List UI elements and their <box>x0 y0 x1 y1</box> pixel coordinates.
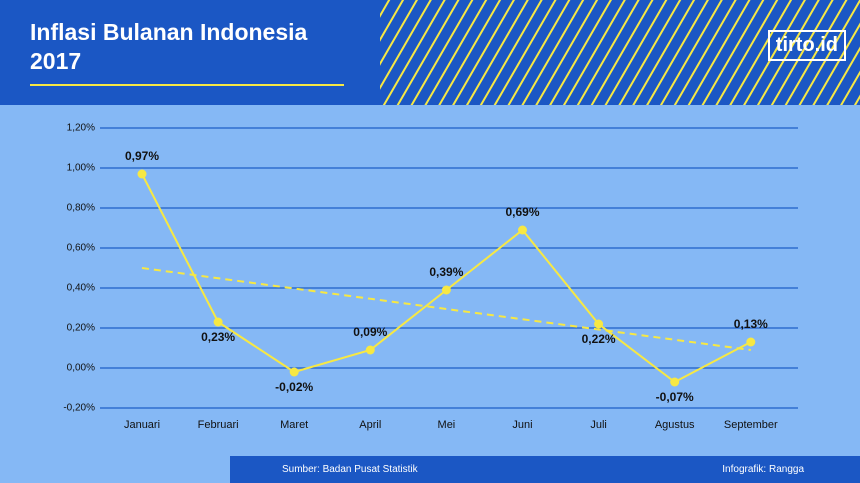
x-tick-label: Februari <box>198 419 239 431</box>
y-tick-label: 0,40% <box>67 283 95 294</box>
data-label: 0,39% <box>429 265 463 279</box>
y-tick-label: 1,20% <box>67 123 95 134</box>
data-label: -0,02% <box>275 380 313 394</box>
x-tick-label: Mei <box>438 419 456 431</box>
data-label: 0,97% <box>125 149 159 163</box>
data-label: 0,13% <box>734 317 768 331</box>
trendline <box>141 267 751 351</box>
x-tick-label: Juli <box>590 419 607 431</box>
y-tick-label: 0,00% <box>67 363 95 374</box>
x-tick-label: Januari <box>124 419 160 431</box>
x-tick-label: Agustus <box>655 419 695 431</box>
credit: Infografik: Rangga <box>722 464 804 475</box>
title: Inflasi Bulanan Indonesia 2017 <box>30 19 308 74</box>
point <box>594 319 604 329</box>
title-underline <box>30 84 344 86</box>
data-label: 0,09% <box>353 325 387 339</box>
x-tick-label: Juni <box>512 419 532 431</box>
point <box>441 285 451 295</box>
source: Sumber: Badan Pusat Statistik <box>282 464 418 475</box>
point <box>289 367 299 377</box>
y-tick-label: 0,60% <box>67 243 95 254</box>
point <box>365 345 375 355</box>
x-tick-label: September <box>724 419 778 431</box>
point <box>670 377 680 387</box>
y-tick-label: 0,20% <box>67 323 95 334</box>
data-label: 0,69% <box>505 205 539 219</box>
y-tick-label: -0,20% <box>63 403 95 414</box>
header-pattern <box>380 0 860 105</box>
data-label: 0,22% <box>582 332 616 346</box>
point <box>137 169 147 179</box>
point <box>746 337 756 347</box>
point <box>213 317 223 327</box>
data-label: 0,23% <box>201 330 235 344</box>
point <box>518 225 527 235</box>
logo: tirto.id <box>767 30 846 61</box>
header <box>0 0 380 105</box>
y-tick-label: 0,80% <box>67 203 95 214</box>
y-tick-label: 1,00% <box>67 163 95 174</box>
footer: Sumber: Badan Pusat Statistik Infografik… <box>230 456 860 483</box>
x-tick-label: Maret <box>280 419 308 431</box>
x-tick-label: April <box>359 419 381 431</box>
data-label: -0,07% <box>656 390 694 404</box>
